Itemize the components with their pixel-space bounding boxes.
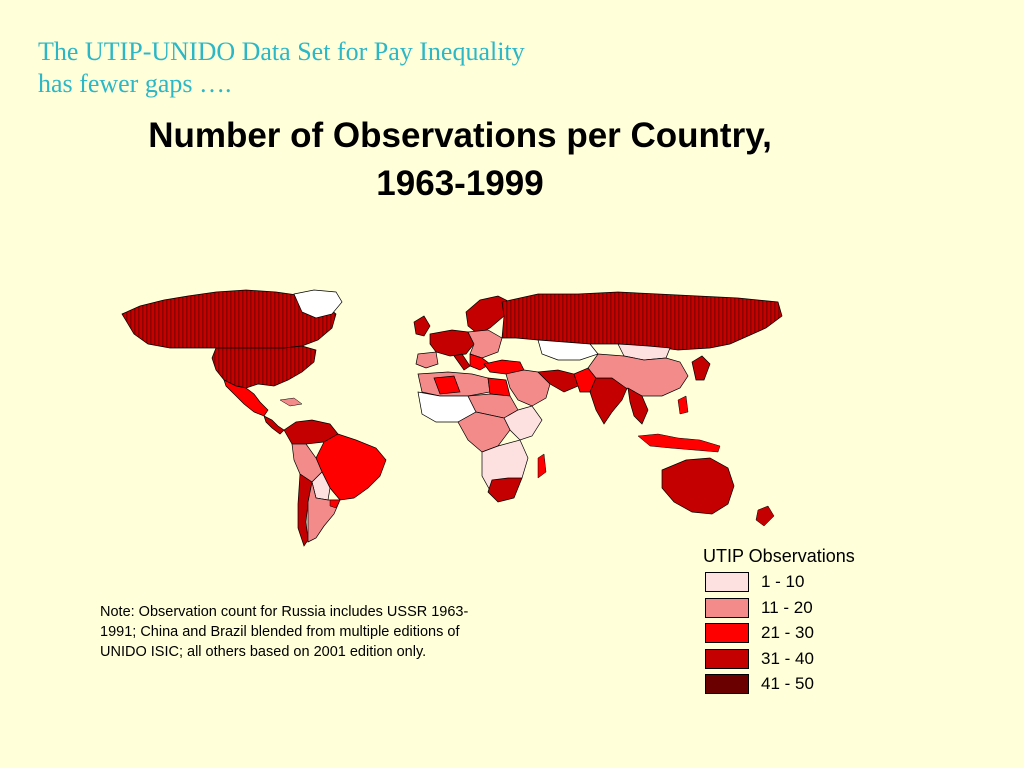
region-canada bbox=[121, 289, 337, 349]
legend-item: 1 - 10 bbox=[703, 570, 923, 596]
legend-swatch bbox=[705, 597, 749, 618]
region-indonesia bbox=[637, 433, 721, 453]
legend-swatch bbox=[705, 623, 749, 643]
legend-item: 21 - 30 bbox=[703, 621, 923, 647]
region-kazakhstan bbox=[537, 339, 599, 361]
region-egypt bbox=[487, 377, 511, 397]
region-usa bbox=[211, 345, 317, 389]
region-australia bbox=[661, 457, 735, 515]
legend-item: 41 - 50 bbox=[703, 672, 923, 698]
region-east-africa bbox=[503, 405, 543, 441]
region-italy bbox=[453, 353, 471, 371]
legend-label: 1 - 10 bbox=[761, 572, 805, 591]
kicker-line-1: The UTIP-UNIDO Data Set for Pay Inequali… bbox=[38, 37, 525, 66]
map-title: Number of Observations per Country, 1963… bbox=[70, 112, 850, 208]
kicker-line-2: has fewer gaps …. bbox=[38, 69, 232, 98]
world-choropleth-map bbox=[118, 288, 786, 550]
map-title-line-1: Number of Observations per Country, bbox=[148, 116, 772, 155]
legend-swatch bbox=[705, 674, 749, 694]
region-new-zealand bbox=[755, 505, 775, 527]
region-madagascar bbox=[537, 453, 547, 479]
region-southeast-asia bbox=[627, 387, 649, 425]
region-russia bbox=[501, 291, 783, 351]
legend-swatch bbox=[705, 648, 749, 669]
region-philippines bbox=[677, 395, 689, 415]
legend-label: 11 - 20 bbox=[761, 597, 813, 617]
legend-swatch bbox=[705, 572, 749, 592]
region-algeria bbox=[433, 375, 461, 395]
region-caribbean bbox=[279, 397, 303, 407]
legend-title: UTIP Observations bbox=[703, 546, 855, 566]
legend-label: 41 - 50 bbox=[761, 674, 814, 693]
region-central-africa bbox=[457, 411, 511, 453]
region-central-america bbox=[263, 415, 285, 435]
region-greenland bbox=[293, 289, 343, 319]
region-eastern-europe bbox=[467, 329, 503, 359]
legend-item: 31 - 40 bbox=[703, 647, 923, 673]
map-title-line-2: 1963-1999 bbox=[376, 164, 544, 203]
region-china bbox=[587, 353, 689, 397]
region-south-africa bbox=[487, 477, 523, 503]
region-balkans bbox=[469, 353, 491, 371]
legend-label: 21 - 30 bbox=[761, 623, 814, 642]
slide-kicker: The UTIP-UNIDO Data Set for Pay Inequali… bbox=[38, 36, 525, 100]
map-note: Note: Observation count for Russia inclu… bbox=[100, 604, 469, 660]
region-mexico bbox=[223, 379, 269, 417]
region-korea-japan bbox=[691, 355, 711, 381]
legend-item: 11 - 20 bbox=[703, 596, 923, 622]
world-map-svg bbox=[121, 289, 783, 547]
region-argentina bbox=[307, 481, 341, 543]
map-legend: UTIP Observations 1 - 10 11 - 20 21 - 30… bbox=[703, 544, 923, 698]
region-western-europe bbox=[429, 329, 475, 357]
region-uk-ireland bbox=[413, 315, 431, 337]
region-uruguay bbox=[329, 499, 341, 509]
legend-label: 31 - 40 bbox=[761, 648, 814, 668]
region-middle-east bbox=[505, 369, 551, 407]
region-iberia bbox=[415, 351, 439, 369]
